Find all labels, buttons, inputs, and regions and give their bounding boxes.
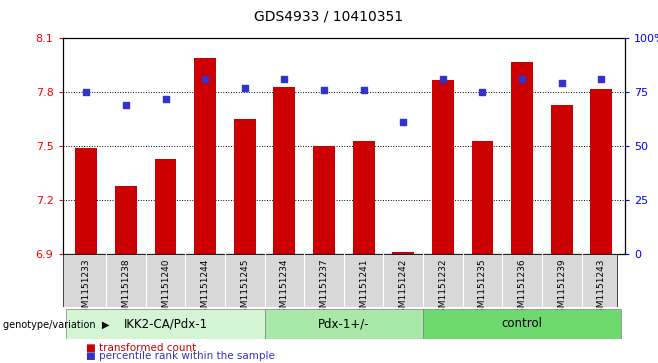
Text: GSM1151242: GSM1151242 bbox=[399, 258, 408, 319]
Text: GSM1151239: GSM1151239 bbox=[557, 258, 567, 319]
Bar bbox=[511, 61, 533, 254]
Bar bbox=[392, 252, 414, 254]
Point bbox=[359, 87, 369, 93]
Point bbox=[200, 76, 211, 82]
Text: GDS4933 / 10410351: GDS4933 / 10410351 bbox=[255, 9, 403, 23]
Point bbox=[477, 89, 488, 95]
Bar bbox=[313, 146, 335, 254]
Text: GSM1151238: GSM1151238 bbox=[121, 258, 130, 319]
Point bbox=[279, 76, 290, 82]
Text: Pdx-1+/-: Pdx-1+/- bbox=[318, 318, 370, 330]
Text: GSM1151236: GSM1151236 bbox=[518, 258, 526, 319]
Bar bbox=[265, 309, 423, 339]
Bar bbox=[423, 309, 621, 339]
Text: GSM1151232: GSM1151232 bbox=[438, 258, 447, 319]
Text: GSM1151245: GSM1151245 bbox=[240, 258, 249, 319]
Text: GSM1151243: GSM1151243 bbox=[597, 258, 606, 319]
Point bbox=[81, 89, 91, 95]
Bar bbox=[194, 58, 216, 254]
Point bbox=[596, 76, 607, 82]
Bar bbox=[353, 141, 374, 254]
Bar bbox=[155, 159, 176, 254]
Point bbox=[438, 76, 448, 82]
Point bbox=[240, 85, 250, 91]
Bar bbox=[66, 309, 265, 339]
Bar bbox=[551, 105, 572, 254]
Text: GSM1151233: GSM1151233 bbox=[82, 258, 91, 319]
Point bbox=[161, 96, 171, 102]
Point bbox=[318, 87, 329, 93]
Bar bbox=[234, 119, 256, 254]
Bar bbox=[274, 87, 295, 254]
Bar bbox=[432, 79, 454, 254]
Text: GSM1151241: GSM1151241 bbox=[359, 258, 368, 319]
Text: genotype/variation  ▶: genotype/variation ▶ bbox=[3, 320, 110, 330]
Text: GSM1151235: GSM1151235 bbox=[478, 258, 487, 319]
Bar bbox=[115, 186, 137, 254]
Text: GSM1151244: GSM1151244 bbox=[201, 258, 210, 319]
Text: GSM1151234: GSM1151234 bbox=[280, 258, 289, 319]
Text: GSM1151240: GSM1151240 bbox=[161, 258, 170, 319]
Text: ■ percentile rank within the sample: ■ percentile rank within the sample bbox=[86, 351, 274, 361]
Point bbox=[517, 76, 527, 82]
Bar bbox=[472, 141, 494, 254]
Text: IKK2-CA/Pdx-1: IKK2-CA/Pdx-1 bbox=[124, 318, 207, 330]
Text: control: control bbox=[501, 318, 543, 330]
Text: GSM1151237: GSM1151237 bbox=[320, 258, 328, 319]
Point bbox=[398, 119, 409, 125]
Bar bbox=[590, 89, 612, 254]
Point bbox=[120, 102, 131, 108]
Text: ■ transformed count: ■ transformed count bbox=[86, 343, 196, 353]
Point bbox=[557, 81, 567, 86]
Bar bbox=[76, 148, 97, 254]
